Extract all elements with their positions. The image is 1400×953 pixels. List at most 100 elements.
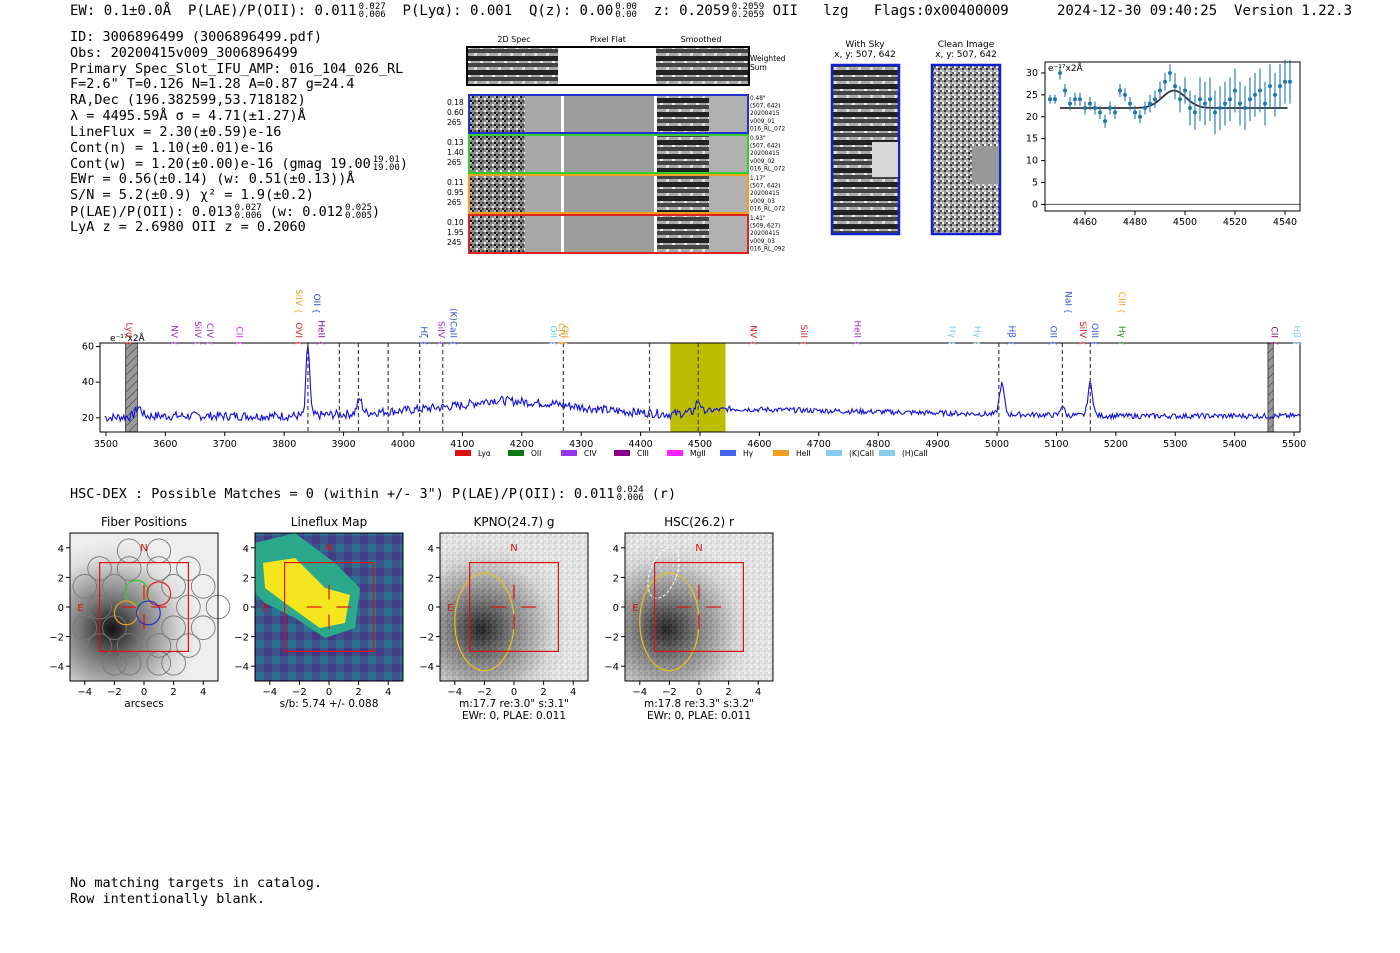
- zoom-point: [1088, 101, 1092, 106]
- spectrum-x-tick-label: 5200: [1104, 439, 1128, 450]
- clean-image-masked-region: [972, 146, 999, 184]
- cutout-row-meta: 0.48": [750, 96, 766, 102]
- zoom-data-point: [1208, 77, 1212, 122]
- spectrum-line-label-brace: {: [169, 340, 178, 345]
- spectrum-line-label-brace: {: [1063, 308, 1072, 313]
- panel-x-tick-label: −4: [77, 687, 92, 698]
- spectrum-legend-entry: CIII: [614, 449, 649, 458]
- spectrum-masked-region: [125, 342, 138, 433]
- spectrum-line-label-brace: {: [312, 308, 321, 313]
- hsc-lo: 0.006: [616, 493, 644, 503]
- cutout-col-title: Pixel Flat: [590, 35, 626, 44]
- panel-x-tick-label: 0: [326, 687, 332, 698]
- zoom-point: [1118, 88, 1122, 93]
- spectrum-x-tick-label: 4200: [510, 439, 534, 450]
- spectrum-line-label: OII {: [311, 294, 321, 314]
- zoom-data-point: [1118, 83, 1122, 98]
- cutout-row-stat: 0.11: [447, 178, 464, 187]
- zoom-point: [1083, 106, 1087, 111]
- spectrum-line-label-text: CIV: [556, 323, 566, 339]
- zoom-point: [1128, 101, 1132, 106]
- panel-y-tick-label: 4: [243, 544, 249, 555]
- spectrum-legend-entry: Lyα: [455, 449, 491, 458]
- spectrum-line-label-text: OIII: [1089, 323, 1099, 338]
- cutout-row-border: [468, 174, 749, 214]
- panel-y-tick-label: 2: [243, 573, 249, 584]
- panel-caption: EWr: 0, PLAE: 0.011: [647, 710, 751, 722]
- zoom-x-tick-label: 4460: [1073, 217, 1097, 228]
- cutout-row-stat: 1.40: [447, 148, 464, 157]
- clean-image-coords: x, y: 507, 642: [935, 50, 997, 60]
- fiber-circle: [190, 615, 216, 641]
- cutout-row-stat: 245: [447, 238, 462, 247]
- spectrum-line-label: OVI {: [293, 322, 303, 345]
- panel-x-tick-label: 0: [141, 687, 147, 698]
- header-right: 2024-12-30 09:40:25 Version 1.22.3: [1057, 3, 1352, 19]
- panel-x-tick-label: −4: [447, 687, 462, 698]
- cutout-row-meta: v009_03: [750, 239, 775, 245]
- spectrum-x-tick-label: 3900: [331, 439, 355, 450]
- spectrum-x-tick-label: 3600: [153, 439, 177, 450]
- aperture-box: [653, 561, 744, 652]
- info-plae-w-lo: 0.005: [344, 210, 373, 221]
- panel-y-tick-label: 2: [613, 573, 619, 584]
- cutout-2d-spec: [470, 175, 525, 213]
- zoom-data-point: [1183, 77, 1187, 104]
- spectrum-line-label: CII {: [234, 326, 244, 345]
- header-qz: Q(z): 0.00: [528, 3, 614, 19]
- sky-images: With Sky x, y: 507, 642 Clean Image x, y…: [830, 40, 1002, 236]
- cutout-smoothed: [657, 135, 709, 173]
- zoom-data-point: [1143, 101, 1147, 115]
- zoom-point: [1058, 70, 1062, 75]
- spectrum-legend-label: MgII: [690, 449, 706, 458]
- spectrum-line-label-brace: {: [748, 340, 757, 345]
- spectrum-legend-label: CIV: [584, 449, 597, 458]
- cutout-2d-spec-mask: [525, 95, 561, 133]
- spectrum-line-label: NV{: [168, 325, 178, 345]
- zoom-data-point: [1083, 101, 1087, 115]
- panel-y-tick-label: −4: [234, 662, 249, 673]
- cutout-pixel-flat: [564, 135, 654, 173]
- zoom-data-point: [1253, 72, 1257, 117]
- cutout-row-stat: 265: [447, 198, 462, 207]
- panel-x-tick-label: 2: [355, 687, 361, 698]
- zoom-y-tick-label: 30: [1026, 68, 1038, 79]
- info-primary: Primary Spec_Slot_IFU_AMP: 016_104_026_R…: [70, 60, 404, 77]
- imaging-cutout-noise: [625, 533, 773, 681]
- aperture-box: [469, 561, 560, 652]
- spectrum-line-label-text: CII: [1268, 326, 1278, 338]
- cutout-row-meta: 016_RL_072: [750, 126, 785, 132]
- spectrum-line-label: OII {: [559, 326, 569, 346]
- north-label: N: [325, 543, 332, 554]
- spectrum-line-label: Hγ{: [947, 326, 957, 346]
- spectrum-legend-swatch: [667, 450, 683, 456]
- spectrum-line-label-brace: {: [419, 340, 428, 345]
- spectrum-line-label-brace: {: [948, 340, 957, 345]
- panel-x-tick-label: −2: [477, 687, 492, 698]
- footer-notes: No matching targets in catalog. Row inten…: [70, 875, 322, 907]
- north-label: N: [695, 543, 702, 554]
- zoom-data-point: [1233, 68, 1237, 113]
- cutout-smoothed-mask: [709, 215, 747, 253]
- spectrum-legend-swatch: [773, 450, 789, 456]
- spectrum-legend-label: CIII: [637, 449, 649, 458]
- hsc-dex-summary: HSC-DEX : Possible Matches = 0 (within +…: [70, 485, 676, 503]
- hsc-hi: 0.024: [616, 485, 644, 495]
- spectrum-line-label-brace: {: [1269, 340, 1278, 345]
- spectrum-legend-swatch: [455, 450, 471, 456]
- cutout-row-meta: v009_02: [750, 159, 775, 165]
- fiber-circle: [161, 573, 186, 599]
- zoom-data-point: [1123, 88, 1127, 102]
- info-plae-lo: 0.006: [234, 210, 262, 221]
- spectrum-line-label-text: Hγ: [971, 326, 981, 339]
- zoom-point: [1248, 97, 1252, 102]
- spectrum-line-label-brace: {: [317, 340, 326, 345]
- panel-caption: m:17.8 re:3.3" s:3.2": [644, 698, 754, 710]
- zoom-data-point: [1273, 72, 1277, 117]
- info-plae-w: (w: 0.012: [269, 203, 343, 220]
- zoom-point: [1188, 106, 1192, 111]
- footer-line-1: No matching targets in catalog.: [70, 875, 322, 891]
- zoom-data-point: [1213, 90, 1217, 135]
- zoom-point: [1183, 88, 1187, 93]
- info-plae-close: ): [372, 203, 381, 220]
